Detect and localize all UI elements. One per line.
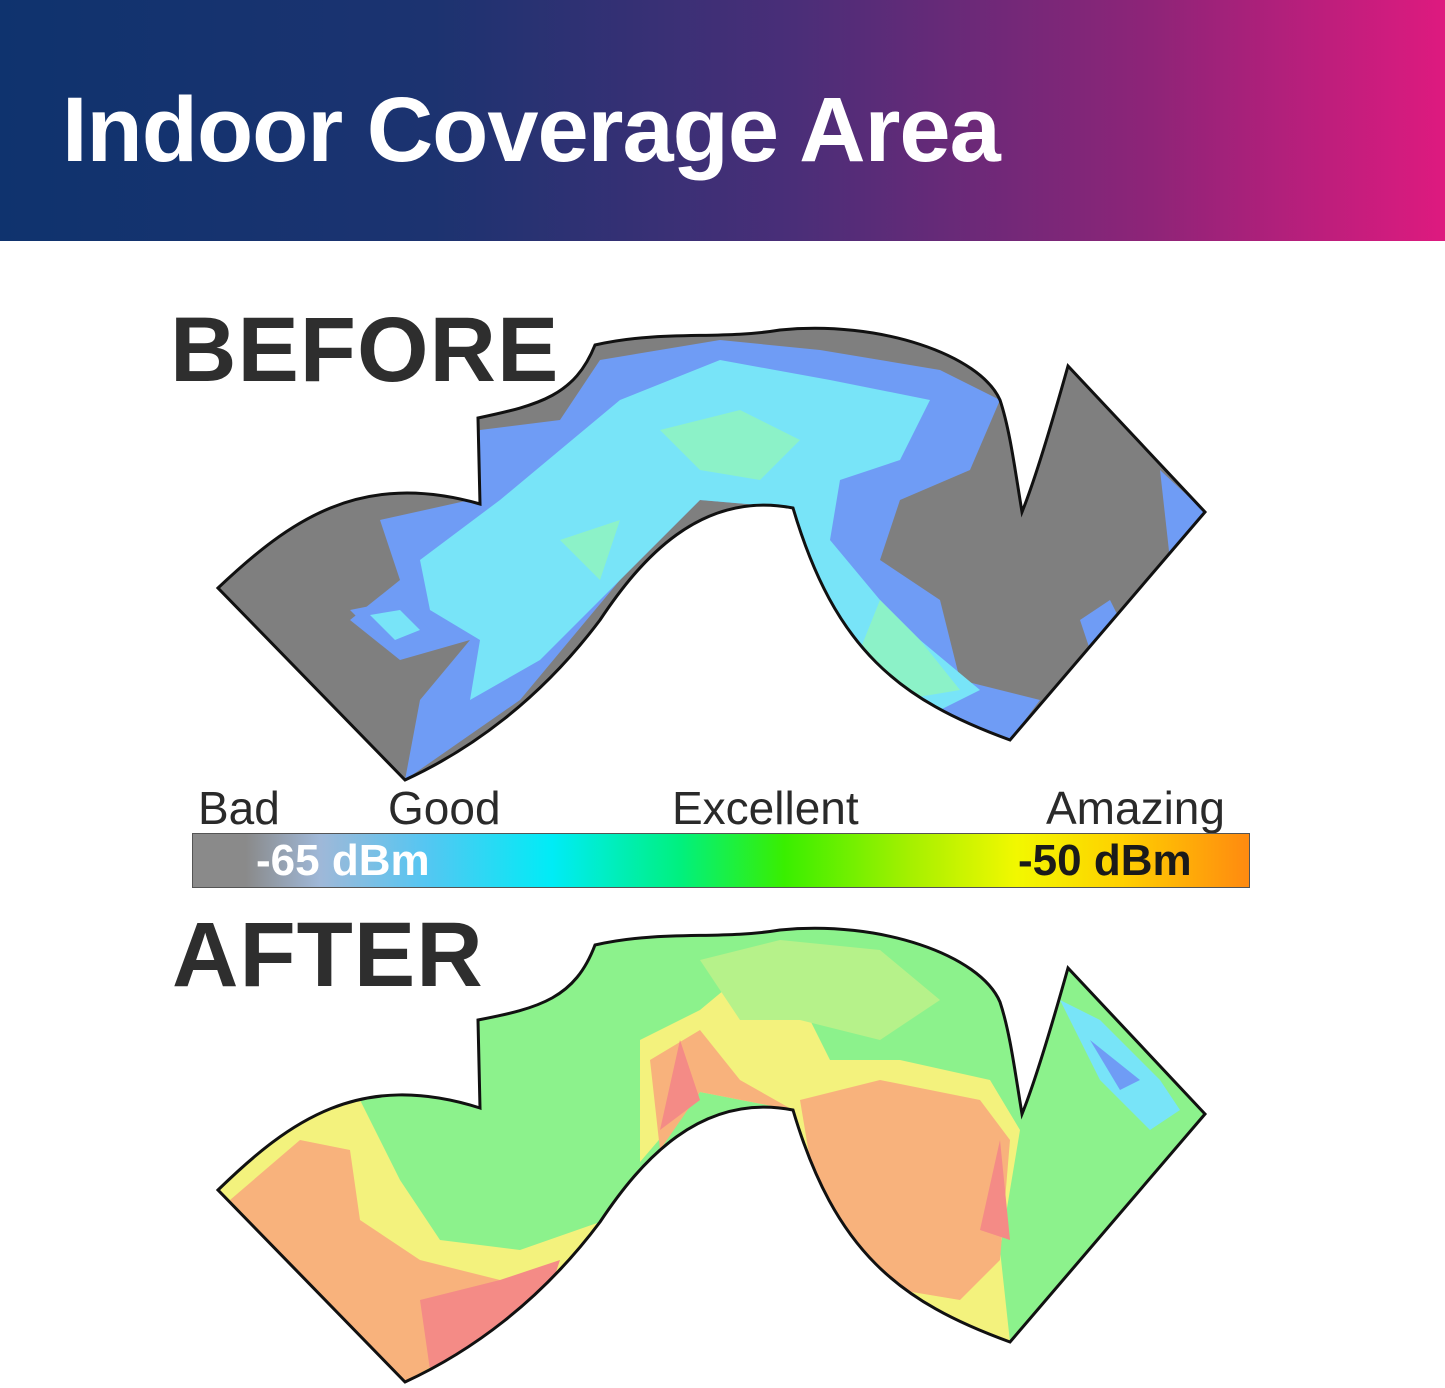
header-banner: Indoor Coverage Area [0,0,1445,241]
before-floor-outline [215,326,1208,782]
scale-low-value: -65 dBm [256,836,430,885]
before-label: BEFORE [170,299,560,401]
signal-gradient-bar [192,833,1250,888]
scale-high-value: -50 dBm [1018,836,1192,885]
legend-amazing-label: Amazing [1046,782,1225,834]
legend-good-label: Good [388,782,501,834]
legend-excellent-label: Excellent [672,782,859,834]
after-floor-outline [215,926,1208,1384]
page-title: Indoor Coverage Area [62,79,1001,181]
before-coverage-map [215,326,1208,782]
after-label: AFTER [172,904,484,1006]
legend-bad-label: Bad [198,782,280,834]
